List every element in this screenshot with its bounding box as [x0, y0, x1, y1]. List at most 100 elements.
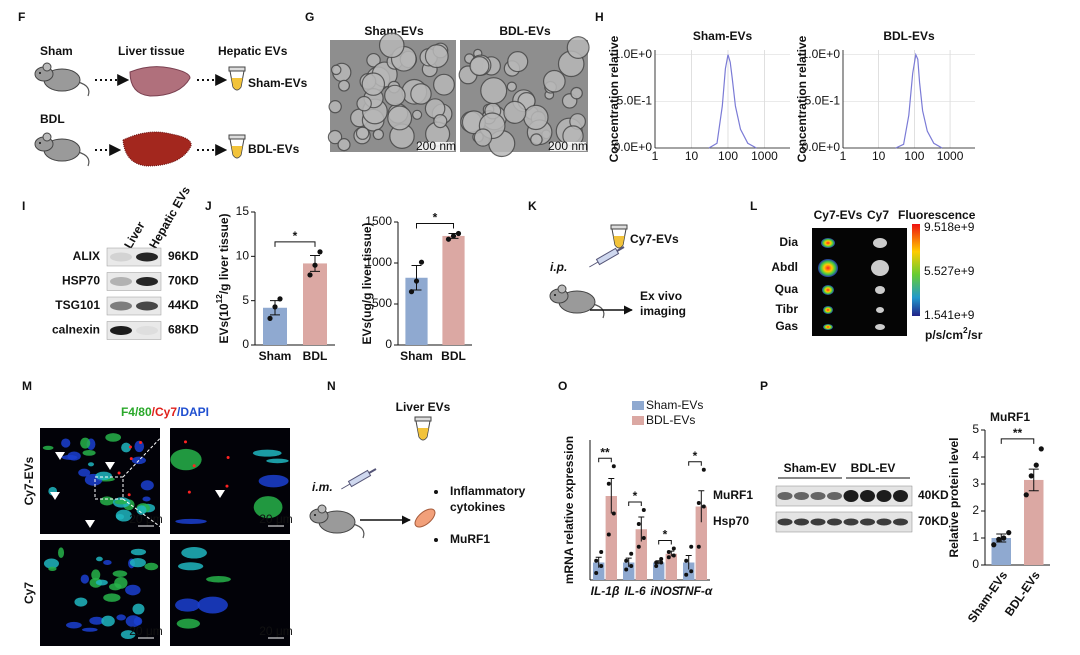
- cell-signal: [105, 433, 122, 442]
- data-point: [684, 572, 689, 577]
- legend-swatch: [632, 416, 644, 425]
- data-point: [413, 278, 420, 284]
- significance-bracket: [688, 461, 702, 466]
- vesicle: [424, 44, 449, 69]
- label: Sham-EVs: [364, 24, 424, 38]
- significance-label: **: [1013, 426, 1023, 440]
- data-point: [418, 259, 425, 265]
- unit-label: p/s/cm2/sr: [925, 325, 983, 342]
- label: Ex vivo: [640, 289, 682, 303]
- y-axis-label: Relative protein level: [947, 437, 961, 557]
- significance-bracket: [274, 241, 316, 247]
- scale-bar-label: 200 nm: [548, 139, 588, 153]
- vesicle: [387, 105, 413, 131]
- label: Hepatic EVs: [218, 44, 288, 58]
- cell-signal: [48, 566, 57, 571]
- label: BDL-EVs: [248, 142, 300, 156]
- blot-band: [876, 490, 892, 502]
- y-tick-label: 15: [236, 204, 250, 218]
- bar: [683, 562, 695, 580]
- label: Cy7: [22, 582, 36, 604]
- tube-icon: [228, 134, 246, 159]
- syringe-plunger: [368, 468, 377, 474]
- liver-icon: [129, 66, 191, 97]
- error-bar: [595, 556, 602, 568]
- data-point: [450, 233, 457, 239]
- vesicle: [473, 128, 493, 147]
- organ-signal: [823, 324, 833, 330]
- cell-signal: [100, 496, 115, 506]
- tube-liquid: [417, 428, 429, 440]
- label-part: EVs(ug/g liver tissue): [360, 222, 374, 344]
- label: 68KD: [168, 323, 199, 337]
- data-point: [1023, 492, 1029, 498]
- cell-signal: [116, 513, 125, 520]
- data-point: [455, 230, 462, 237]
- organ-control: [875, 324, 885, 330]
- panel-letter: K: [528, 199, 537, 213]
- label-part: F4/80: [121, 405, 152, 419]
- cell-signal: [142, 496, 151, 502]
- data-point: [701, 504, 706, 509]
- significance-bracket: [598, 457, 612, 463]
- cell-signal: [89, 616, 105, 625]
- tube-cap: [610, 224, 628, 230]
- mouse-icon: [34, 132, 90, 167]
- y-tick-label: 1: [972, 530, 979, 544]
- mouse-eye: [39, 142, 41, 144]
- data-point: [629, 551, 634, 556]
- data-point: [594, 558, 599, 563]
- vesicle: [328, 100, 342, 114]
- vesicle: [570, 86, 583, 100]
- blot-band: [794, 492, 809, 500]
- cell-signal: [42, 445, 54, 450]
- y-axis-label: Concentration relative: [795, 35, 809, 162]
- y-tick-label: 5: [242, 293, 249, 307]
- label: Hsp70: [713, 514, 749, 528]
- label: MuRF1: [450, 532, 490, 546]
- data-point: [629, 564, 634, 568]
- cell-signal: [252, 449, 282, 457]
- x-tick-label: iNOS: [650, 584, 679, 598]
- cell-signal: [114, 499, 128, 505]
- label: 96KD: [168, 249, 199, 263]
- error-bar: [638, 516, 645, 542]
- cell-signal: [103, 560, 112, 566]
- blot-band: [860, 518, 875, 526]
- y-tick-label: 0: [972, 557, 979, 571]
- cell-signal: [266, 458, 289, 464]
- scale-bar-box: [418, 142, 454, 151]
- cy7-signal: [129, 457, 133, 461]
- cy7-signal: [187, 490, 191, 494]
- vesicle: [523, 104, 549, 131]
- vesicle: [410, 83, 432, 105]
- cy7-signal: [128, 445, 132, 449]
- data-point: [659, 557, 664, 561]
- blot-band: [110, 301, 132, 311]
- cy7-signal: [183, 440, 187, 444]
- cell-signal: [91, 569, 101, 581]
- mouse-ear: [42, 132, 52, 142]
- cell-signal: [67, 451, 81, 461]
- vesicle: [530, 133, 543, 146]
- syringe-icon: [341, 468, 377, 490]
- x-tick-label: 1000: [751, 149, 778, 163]
- data-point: [991, 542, 997, 548]
- chart-title: Sham-EVs: [693, 29, 753, 43]
- cell-signal: [136, 505, 147, 515]
- y-tick-label: 3: [972, 476, 979, 490]
- data-point: [267, 315, 273, 321]
- cell-signal: [80, 437, 91, 449]
- x-tick-label: 100: [904, 149, 924, 163]
- data-point: [317, 249, 323, 255]
- vesicle: [372, 128, 385, 141]
- data-point: [654, 564, 659, 568]
- cy7-signal: [225, 484, 229, 488]
- data-point: [408, 289, 415, 295]
- arrowhead: [105, 462, 115, 470]
- cell-signal: [80, 574, 90, 584]
- significance-label: *: [433, 211, 438, 225]
- syringe-needle: [341, 483, 351, 490]
- cell-signal: [43, 558, 59, 569]
- blot-band: [136, 277, 158, 286]
